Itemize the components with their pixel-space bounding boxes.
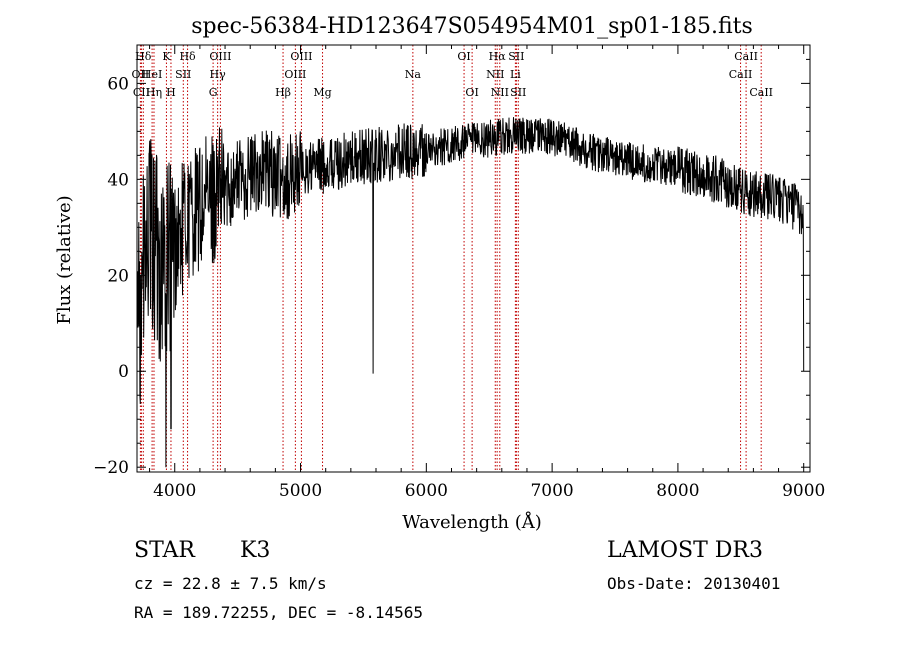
x-tick-label: 5000	[279, 481, 322, 501]
spectral-line-label: Hδ	[135, 50, 152, 63]
spectral-line-label: Hα	[489, 50, 507, 63]
redshift-value: cz = 22.8 ± 7.5 km/s	[134, 574, 327, 593]
spectrum-series-line	[137, 117, 805, 468]
spectral-line-label: OIII	[290, 50, 312, 63]
spectral-line-label: Na	[405, 68, 422, 81]
y-axis-label: Flux (relative)	[54, 195, 75, 324]
y-tick-label: 20	[107, 266, 129, 286]
spectral-line-label: OI	[457, 50, 470, 63]
spectral-line-label: G	[209, 86, 218, 99]
spectral-line-label: CaII	[749, 86, 773, 99]
spectral-line-label: Hβ	[275, 86, 291, 99]
spectral-line-label: CaII	[734, 50, 758, 63]
y-tick-label: −20	[93, 458, 129, 478]
spectral-line-label: Mg	[313, 86, 331, 99]
spectral-line-label: OII	[132, 68, 150, 81]
spectral-line-label: NII	[491, 86, 509, 99]
x-axis-label: Wavelength (Å)	[402, 511, 542, 533]
spectral-line-markers	[139, 45, 762, 472]
spectral-line-label: SII	[510, 86, 526, 99]
coordinates: RA = 189.72255, DEC = -8.14565	[134, 603, 423, 622]
spectral-line-label: OI	[465, 86, 478, 99]
spectral-line-label: NII	[486, 68, 504, 81]
spectral-line-label: K	[162, 50, 171, 63]
spectral-line-label: CaII	[729, 68, 753, 81]
y-tick-label: 60	[107, 74, 129, 94]
spectral-line-label: HeI	[142, 68, 162, 81]
observation-date: Obs-Date: 20130401	[607, 574, 781, 593]
plot-frame	[136, 44, 811, 473]
spectral-line-label: Hη	[146, 86, 162, 99]
y-tick-label: 40	[107, 170, 129, 190]
spectral-line-label: SII	[175, 68, 191, 81]
x-tick-label: 4000	[153, 481, 196, 501]
y-axis-ticks: −20 0 20 40 60	[93, 58, 810, 478]
spectral-line-label: Hγ	[210, 68, 227, 81]
survey-name: LAMOST DR3	[607, 538, 763, 563]
y-tick-label: 0	[118, 362, 129, 382]
chart-title: spec-56384-HD123647S054954M01_sp01-185.f…	[191, 14, 753, 39]
x-axis-ticks: 4000 5000 6000 7000 8000 9000	[149, 45, 825, 501]
object-class: STAR	[134, 538, 195, 563]
x-tick-label: 8000	[656, 481, 699, 501]
spectral-line-label: Hδ	[179, 50, 196, 63]
spectral-line-label: SII	[508, 50, 524, 63]
x-tick-label: 7000	[530, 481, 573, 501]
spectral-line-label: H	[166, 86, 176, 99]
x-tick-label: 9000	[782, 481, 825, 501]
object-subclass: K3	[240, 538, 271, 563]
x-tick-label: 6000	[405, 481, 448, 501]
spectral-line-label: OIII	[284, 68, 306, 81]
spectral-line-label: OIII	[209, 50, 231, 63]
spectral-line-label: Li	[510, 68, 521, 81]
